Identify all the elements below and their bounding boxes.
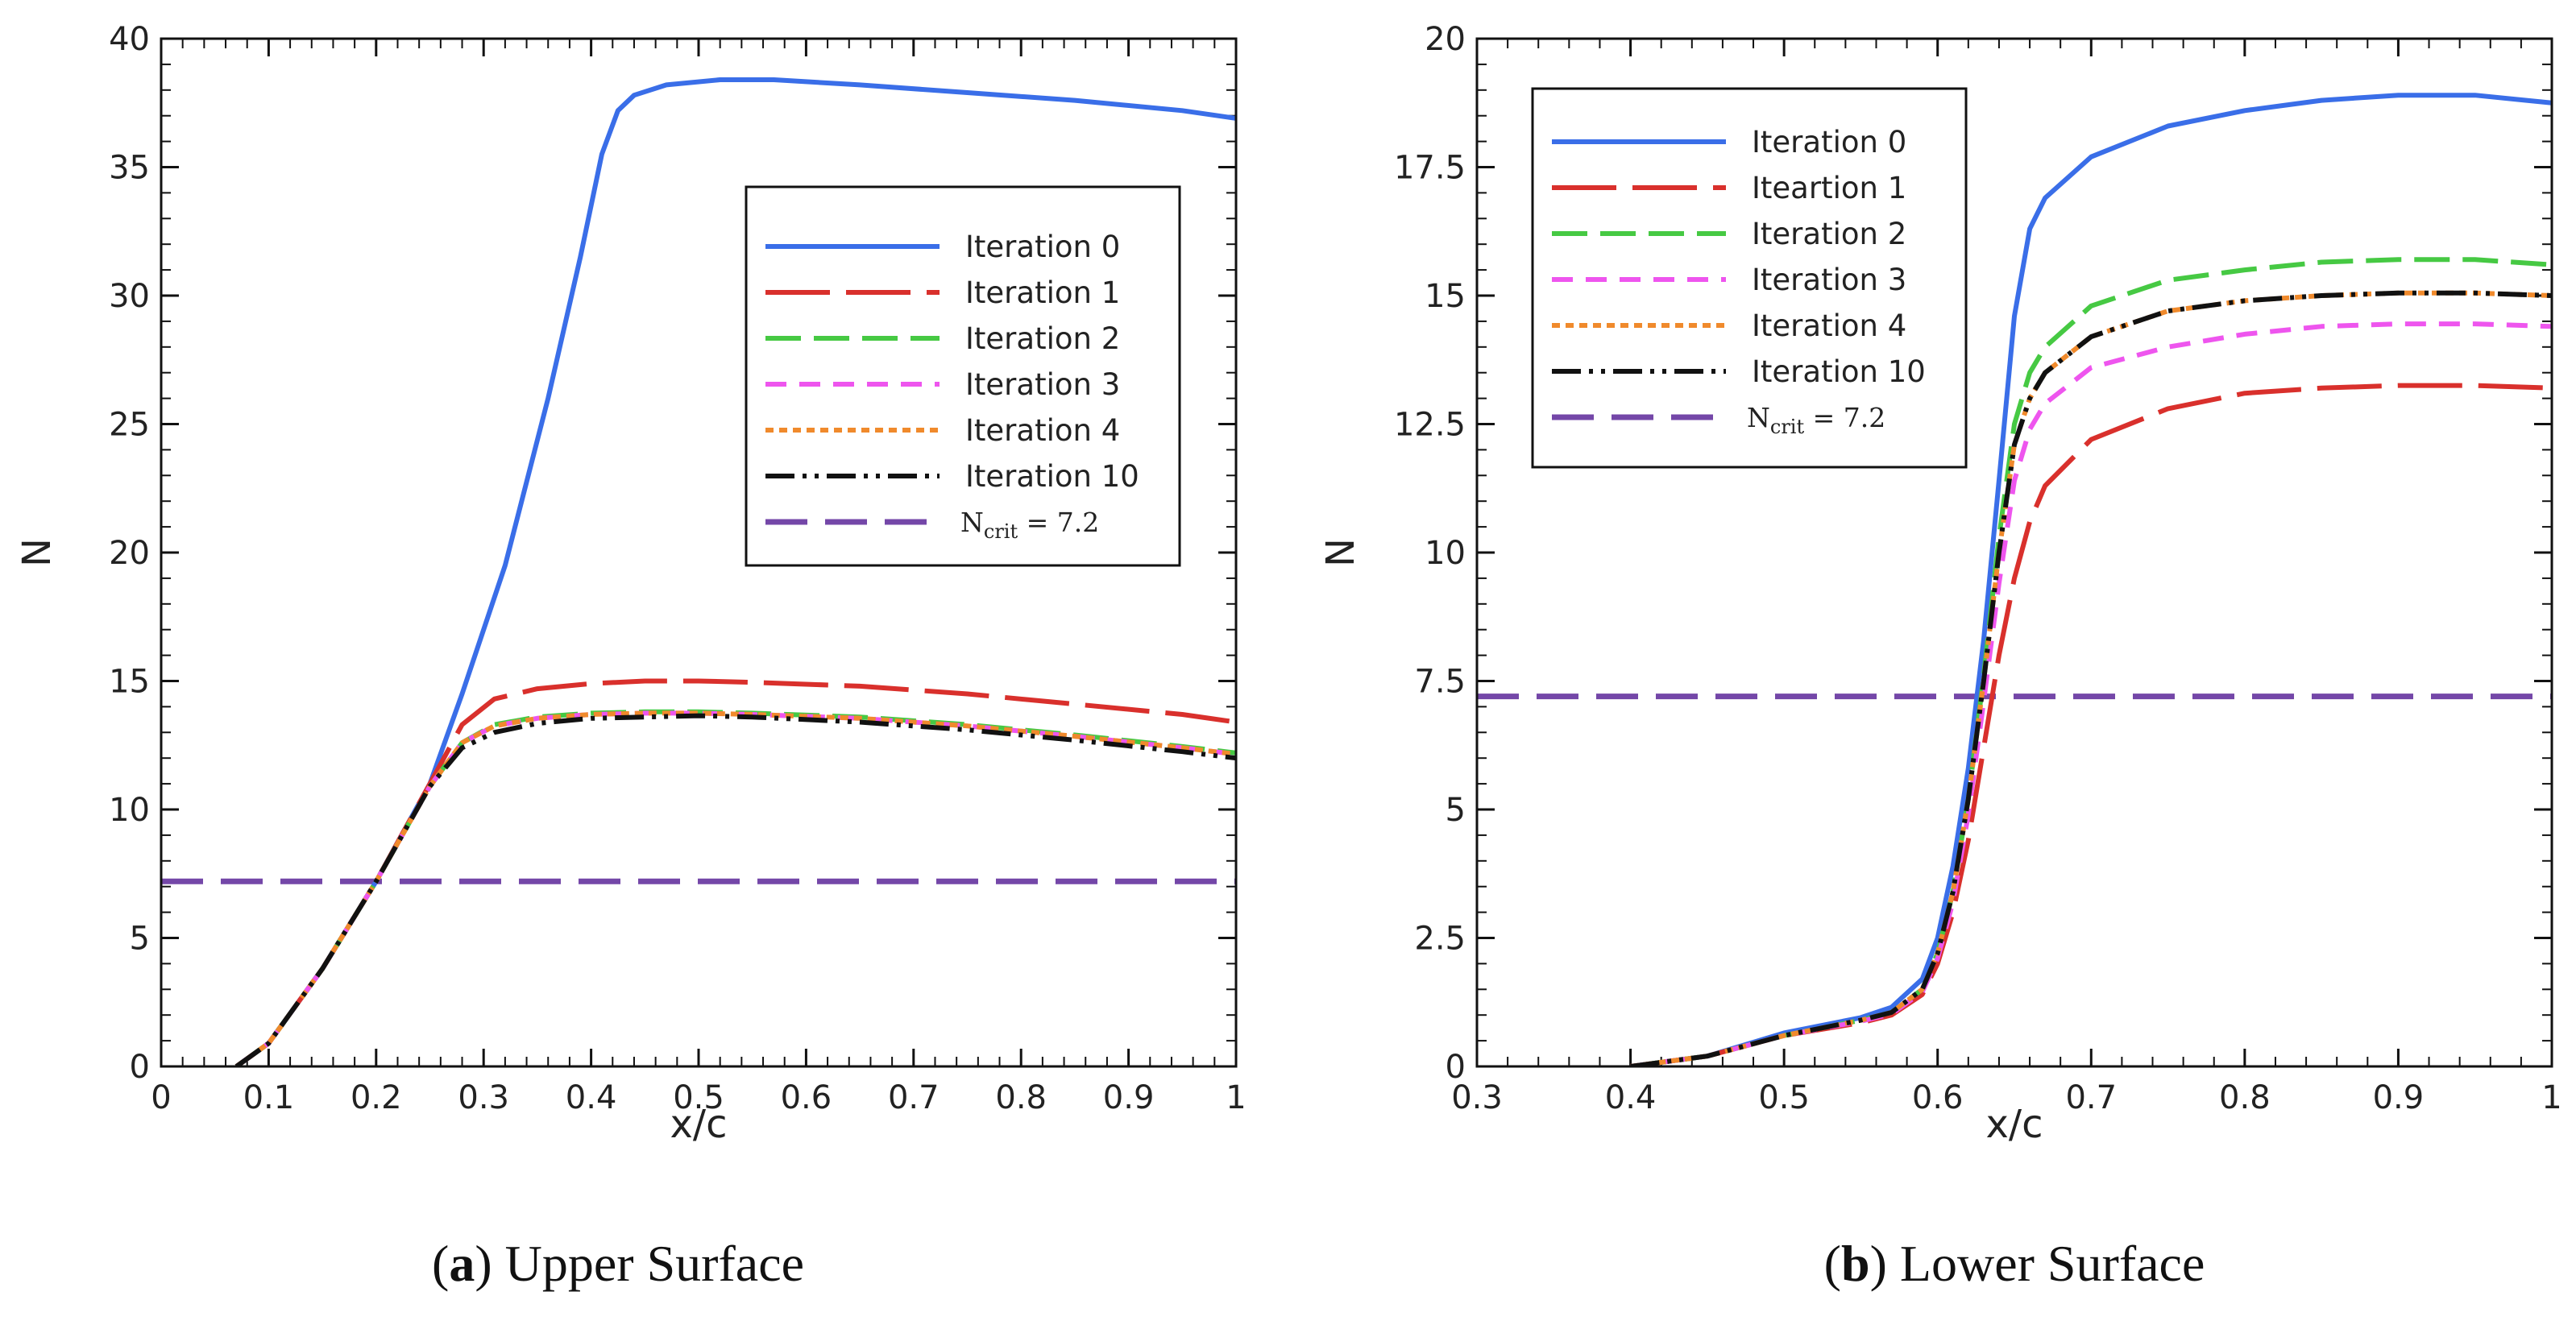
legend-label: Iteration 0 [1752,125,1906,159]
y-tick-label: 5 [130,921,150,958]
x-tick-label: 0.6 [781,1079,832,1116]
legend-label: Iteration 3 [1752,263,1906,297]
series-line-iteration-10 [1630,290,2552,1066]
x-tick-label: 0.3 [458,1079,509,1116]
y-tick-label: 12.5 [1394,407,1466,444]
legend: Iteration 0 Iteartion 1 Iteration 2 Iterati… [1531,87,1968,469]
legend-label: Iteration 1 [965,275,1120,310]
x-tick-label: 0.4 [566,1079,617,1116]
legend-label: Iteration 10 [965,459,1139,494]
panel-caption: (a) Upper Surface [432,1235,804,1292]
x-tick-label: 0.7 [888,1079,940,1116]
y-tick-label: 35 [109,150,150,187]
legend-label: Iteration 10 [1752,354,1926,389]
legend-label: Iteration 4 [965,413,1120,448]
y-tick-label: 20 [1425,21,1466,58]
y-tick-label: 15 [1425,278,1466,315]
series-line-iteration-4 [1630,290,2552,1066]
x-tick-label: 0.1 [243,1079,295,1116]
x-axis-title: x/c [1986,1102,2043,1147]
x-tick-label: 0.8 [2219,1079,2271,1116]
y-tick-label: 5 [1446,792,1466,829]
x-tick-label: 0.2 [351,1079,402,1116]
panel-caption: (b) Lower Surface [1824,1235,2205,1292]
legend-label: Ncrit = 7.2 [1747,402,1885,438]
x-axis-title: x/c [670,1102,728,1147]
x-tick-label: 0.4 [1605,1079,1657,1116]
y-tick-label: 10 [109,792,150,829]
y-tick-label: 7.5 [1414,664,1466,701]
legend-label: Iteration 4 [1752,308,1906,343]
plot-frame [160,37,1238,1068]
legend-box [745,185,1181,567]
legend: Iteration 0 Iteration 1 Iteration 2 Iterati… [745,185,1181,567]
y-axis-title: N [15,538,60,567]
y-tick-label: 0 [1446,1049,1466,1086]
panel-upper-surface: 0 0.1 0.2 0.3 0.4 0.5 0.6 0.7 0.8 0.9 105101520253… [15,21,1247,1292]
y-tick-label: 0 [130,1049,150,1086]
x-tick-label: 0.6 [1912,1079,1964,1116]
legend-label: Iteartion 1 [1752,171,1906,205]
x-tick-label: 0.8 [995,1079,1047,1116]
series-group [161,77,1236,1066]
x-tick-label: 0.7 [2065,1079,2117,1116]
legend-label: Iteration 3 [965,367,1120,402]
x-tick-label: 0 [151,1079,171,1116]
y-tick-label: 10 [1425,535,1466,572]
x-tick-label: 0.5 [673,1079,724,1116]
y-tick-label: 25 [109,407,150,444]
y-tick-label: 20 [109,535,150,572]
series-group [1477,93,2552,1066]
legend-label: Iteration 2 [965,321,1120,356]
legend-label: Iteration 2 [1752,217,1906,251]
x-tick-label: 1 [2541,1079,2561,1116]
x-tick-label: 1 [1226,1079,1246,1116]
y-tick-label: 17.5 [1394,150,1466,187]
x-tick-label: 0.3 [1451,1079,1503,1116]
x-tick-label: 0.9 [2373,1079,2425,1116]
series-line-iteration-10 [234,713,1236,1066]
y-tick-label: 30 [109,278,150,315]
panel-lower-surface: 0.3 0.4 0.5 0.6 0.7 0.8 0.9 102.557.51012.51517… [1318,21,2562,1292]
x-tick-label: 0.5 [1758,1079,1810,1116]
legend-label: Iteration 0 [965,230,1120,264]
x-tick-label: 0.9 [1103,1079,1155,1116]
y-axis-title: N [1318,538,1363,567]
legend-label: Ncrit = 7.2 [960,507,1099,543]
series-line-iteration-0 [1630,93,2552,1066]
plot-frame [1475,37,2553,1068]
y-tick-label: 40 [109,21,150,58]
y-tick-label: 15 [109,664,150,701]
y-tick-label: 2.5 [1414,921,1466,958]
